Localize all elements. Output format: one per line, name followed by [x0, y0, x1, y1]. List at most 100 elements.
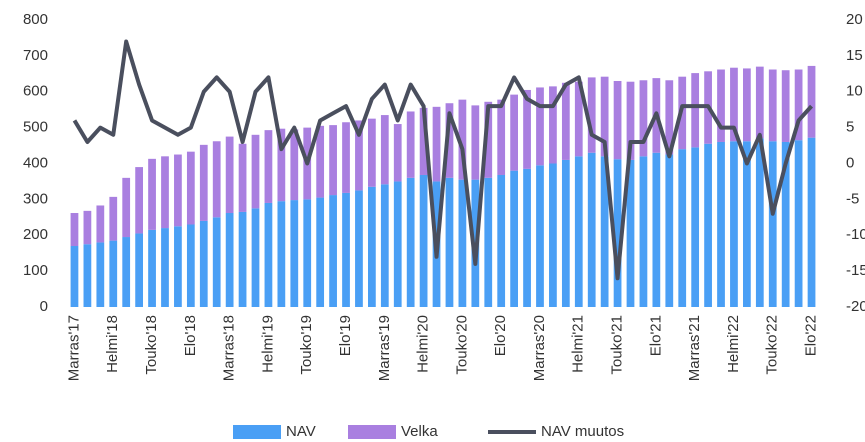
- bar: [484, 177, 493, 307]
- bar: [458, 99, 467, 180]
- bar: [781, 141, 790, 307]
- legend-label: NAV muutos: [541, 423, 624, 440]
- bar: [303, 199, 312, 307]
- y-tick-label: 300: [23, 190, 48, 207]
- bar: [652, 152, 661, 307]
- x-tick-label: Marras'17: [65, 315, 82, 381]
- bar: [109, 240, 118, 307]
- bar: [161, 156, 169, 229]
- bar: [743, 68, 751, 142]
- bar: [471, 105, 480, 180]
- x-tick-label: Marras'20: [531, 315, 548, 381]
- x-tick-label: Touko'19: [298, 315, 315, 375]
- bar: [83, 244, 92, 307]
- x-tick-label: Elo'18: [182, 315, 199, 356]
- bar: [148, 158, 156, 230]
- bar: [264, 130, 273, 203]
- bar: [251, 208, 260, 307]
- bar: [406, 177, 415, 307]
- legend-swatch: [348, 425, 396, 439]
- bar: [122, 177, 131, 238]
- bar: [484, 101, 493, 178]
- bar: [574, 81, 583, 157]
- bar: [148, 229, 156, 307]
- bar: [199, 144, 208, 221]
- x-tick-label: Elo'19: [337, 315, 354, 356]
- bar: [135, 167, 143, 234]
- bar: [290, 200, 299, 307]
- bar: [199, 220, 208, 307]
- bar: [497, 99, 506, 175]
- x-tick-label: Touko'21: [609, 315, 626, 375]
- bar: [380, 184, 389, 307]
- bar: [523, 89, 531, 169]
- bar: [549, 86, 557, 164]
- bar: [419, 174, 428, 307]
- x-tick-label: Helmi'18: [104, 315, 121, 373]
- bar: [665, 80, 674, 155]
- bar: [613, 159, 622, 307]
- bar: [355, 190, 363, 307]
- bar: [135, 233, 143, 307]
- x-tick-label: Touko'20: [453, 315, 470, 375]
- y2-tick-label: 20: [846, 11, 863, 28]
- bar: [678, 149, 687, 307]
- bar: [730, 141, 738, 307]
- y2-tick-label: -5: [846, 190, 859, 207]
- bar: [794, 69, 803, 141]
- bar: [613, 80, 622, 160]
- x-tick-label: Elo'20: [492, 315, 509, 356]
- x-tick-label: Touko'18: [143, 315, 160, 375]
- bar: [419, 107, 428, 175]
- bar: [174, 226, 182, 307]
- legend-label: Velka: [401, 423, 438, 440]
- bar: [743, 141, 751, 307]
- bar: [458, 179, 467, 307]
- bar: [161, 228, 169, 307]
- bar: [316, 197, 325, 307]
- x-tick-label: Touko'22: [764, 315, 781, 375]
- bar: [432, 106, 441, 182]
- bar: [561, 82, 570, 160]
- bar: [277, 201, 286, 307]
- bar: [329, 195, 337, 307]
- bar: [264, 202, 273, 307]
- x-tick-label: Elo'21: [647, 315, 664, 356]
- bar: [393, 181, 402, 307]
- bar: [342, 122, 350, 193]
- x-tick-label: Helmi'19: [259, 315, 276, 373]
- line: [72, 39, 814, 281]
- bar: [587, 77, 596, 153]
- x-tick-label: Helmi'20: [415, 315, 432, 373]
- bar: [329, 125, 337, 196]
- bar: [561, 159, 570, 307]
- bar: [549, 163, 557, 307]
- bar: [277, 128, 286, 202]
- bar: [225, 213, 234, 307]
- bar: [445, 177, 454, 307]
- y-tick-label: 600: [23, 83, 48, 100]
- x-tick-label: Helmi'21: [570, 315, 587, 373]
- bar: [574, 156, 583, 307]
- bar: [626, 159, 635, 307]
- y2-tick-label: -20: [846, 298, 865, 315]
- legend-label: NAV: [286, 423, 316, 440]
- bar: [212, 217, 221, 307]
- bar: [665, 154, 674, 307]
- y2-tick-label: -15: [846, 262, 865, 279]
- bar: [290, 129, 299, 201]
- y2-tick-label: -10: [846, 226, 865, 243]
- y-tick-label: 500: [23, 119, 48, 136]
- bar: [393, 124, 402, 182]
- bar: [807, 65, 816, 138]
- bar: [768, 69, 777, 142]
- y2-tick-label: 15: [846, 47, 863, 64]
- bar: [406, 111, 415, 178]
- bar: [96, 242, 105, 307]
- legend-swatch: [233, 425, 281, 439]
- y-tick-label: 0: [40, 298, 48, 315]
- bar: [96, 205, 105, 243]
- bar: [342, 192, 350, 307]
- bar: [807, 137, 816, 307]
